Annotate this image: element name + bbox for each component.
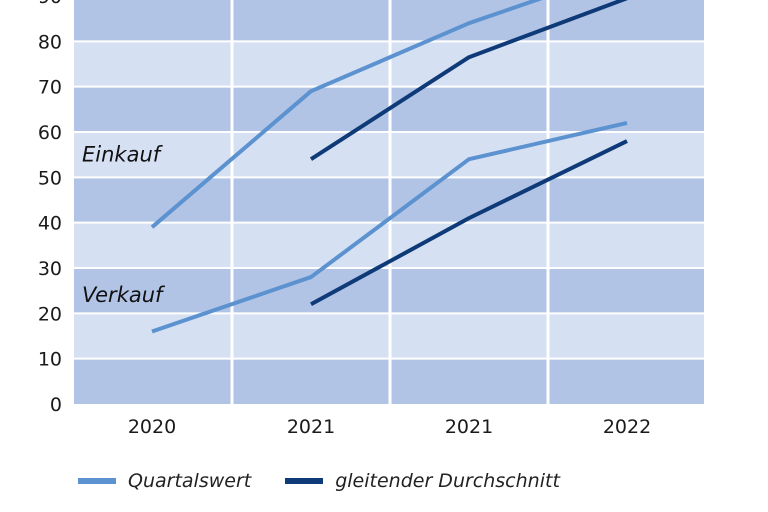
x-tick-label: 2020 [128, 416, 176, 438]
y-tick-label: 50 [38, 167, 62, 189]
legend-label: Quartalswert [128, 470, 252, 492]
legend-swatch [78, 478, 116, 484]
y-tick-label: 80 [38, 31, 62, 53]
x-tick-label: 2021 [287, 416, 335, 438]
y-tick-label: 10 [38, 349, 62, 371]
y-tick-label: 30 [38, 258, 62, 280]
x-axis-ticks: 2020 2021 2021 2022 [128, 416, 651, 438]
group-labels: Einkauf Verkauf [82, 143, 166, 308]
x-tick-label: 2022 [603, 416, 651, 438]
y-tick-label: 0 [50, 394, 62, 416]
y-tick-label: 70 [38, 77, 62, 99]
series-lines [150, 0, 628, 334]
series-line-einkauf-durchschnitt [309, 0, 628, 161]
group-label-verkauf: Verkauf [82, 283, 166, 307]
series-line-verkauf-durchschnitt [310, 139, 628, 307]
legend-item-gleitender-durchschnitt: gleitender Durchschnitt [285, 470, 560, 492]
series-line-einkauf-quartalswert [150, 0, 543, 229]
legend-label: gleitender Durchschnitt [335, 470, 560, 492]
y-axis-ticks: 0 10 20 30 40 50 60 70 80 90 [38, 0, 62, 416]
gridlines [74, 0, 704, 404]
y-tick-label: 20 [38, 303, 62, 325]
legend-item-quartalswert: Quartalswert [78, 470, 251, 492]
chart: 0 10 20 30 40 50 60 70 80 90 2020 2021 2021 2022 Ein… [38, 0, 704, 438]
y-tick-label: 60 [38, 122, 62, 144]
series-line-verkauf-quartalswert [151, 120, 628, 334]
y-tick-label: 90 [38, 0, 62, 8]
y-tick-label: 40 [38, 213, 62, 235]
legend-swatch [285, 478, 324, 484]
group-label-einkauf: Einkauf [82, 143, 164, 167]
legend: Quartalswert gleitender Durchschnitt [78, 470, 594, 492]
x-tick-label: 2021 [445, 416, 493, 438]
